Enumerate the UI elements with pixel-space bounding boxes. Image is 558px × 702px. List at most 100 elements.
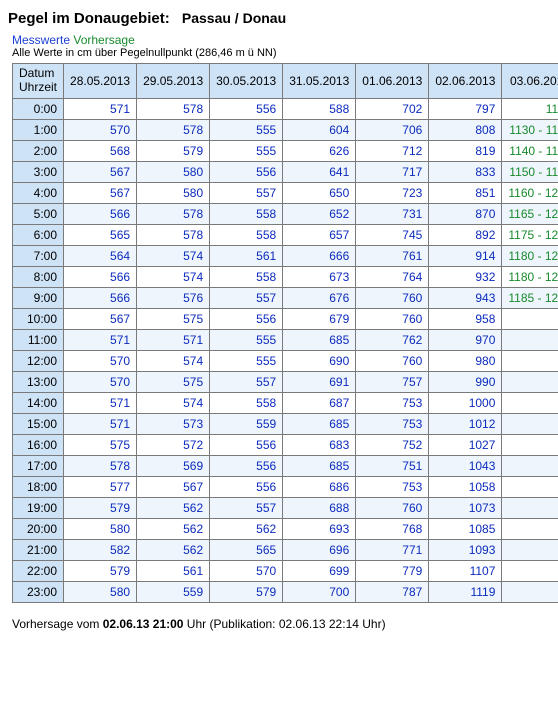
value-cell: 567 — [137, 476, 210, 497]
table-row: 8:005665745586737649321180 - 1230 — [13, 266, 558, 287]
corner-header: DatumUhrzeit — [13, 64, 64, 99]
table-row: 11:00571571555685762970 — [13, 329, 558, 350]
corner-l2: Uhrzeit — [19, 80, 57, 94]
value-cell: 690 — [283, 350, 356, 371]
time-cell: 16:00 — [13, 434, 64, 455]
value-cell: 579 — [137, 140, 210, 161]
value-cell: 578 — [64, 455, 137, 476]
value-cell: 970 — [429, 329, 502, 350]
value-cell: 577 — [64, 476, 137, 497]
value-cell: 760 — [356, 350, 429, 371]
view-links: Messwerte Vorhersage — [12, 33, 550, 47]
value-cell: 685 — [283, 413, 356, 434]
value-cell: 757 — [356, 371, 429, 392]
value-cell — [502, 497, 558, 518]
table-row: 1:005705785556047068081130 - 1160 — [13, 119, 558, 140]
time-cell: 21:00 — [13, 539, 64, 560]
value-cell: 578 — [137, 224, 210, 245]
value-cell — [502, 455, 558, 476]
value-cell: 683 — [283, 434, 356, 455]
value-cell: 761 — [356, 245, 429, 266]
value-cell: 562 — [137, 518, 210, 539]
value-cell: 696 — [283, 539, 356, 560]
table-row: 5:005665785586527318701165 - 1210 — [13, 203, 558, 224]
time-cell: 14:00 — [13, 392, 64, 413]
value-cell: 1000 — [429, 392, 502, 413]
value-cell: 1058 — [429, 476, 502, 497]
value-cell: 570 — [64, 119, 137, 140]
col-header: 29.05.2013 — [137, 64, 210, 99]
value-cell: 626 — [283, 140, 356, 161]
value-cell: 571 — [64, 329, 137, 350]
value-cell: 1085 — [429, 518, 502, 539]
value-cell — [502, 560, 558, 581]
table-row: 2:005685795556267128191140 - 1170 — [13, 140, 558, 161]
value-cell: 1130 - 1160 — [502, 119, 558, 140]
value-cell: 753 — [356, 476, 429, 497]
table-row: 21:005825625656967711093 — [13, 539, 558, 560]
table-row: 0:005715785565887027971130 — [13, 98, 558, 119]
value-cell: 574 — [137, 350, 210, 371]
value-cell: 558 — [210, 392, 283, 413]
table-row: 13:00570575557691757990 — [13, 371, 558, 392]
value-cell: 787 — [356, 581, 429, 602]
value-cell: 580 — [64, 518, 137, 539]
value-cell: 676 — [283, 287, 356, 308]
value-cell: 702 — [356, 98, 429, 119]
value-cell: 768 — [356, 518, 429, 539]
footer-suffix: Uhr (Publikation: 02.06.13 22:14 Uhr) — [183, 617, 385, 631]
value-cell: 555 — [210, 119, 283, 140]
table-row: 12:00570574555690760980 — [13, 350, 558, 371]
value-cell: 990 — [429, 371, 502, 392]
value-cell: 556 — [210, 161, 283, 182]
title-prefix: Pegel im Donaugebiet: — [8, 10, 170, 27]
table-row: 3:005675805566417178331150 - 1185 — [13, 161, 558, 182]
table-row: 17:005785695566857511043 — [13, 455, 558, 476]
value-cell: 557 — [210, 371, 283, 392]
table-row: 16:005755725566837521027 — [13, 434, 558, 455]
value-cell — [502, 329, 558, 350]
value-cell: 686 — [283, 476, 356, 497]
value-cell — [502, 539, 558, 560]
value-cell: 567 — [64, 308, 137, 329]
value-cell — [502, 350, 558, 371]
value-cell: 567 — [64, 182, 137, 203]
title-location: Passau / Donau — [182, 10, 286, 26]
value-cell: 958 — [429, 308, 502, 329]
value-cell: 574 — [137, 245, 210, 266]
value-cell: 641 — [283, 161, 356, 182]
forecast-footer: Vorhersage vom 02.06.13 21:00 Uhr (Publi… — [12, 617, 550, 631]
value-cell: 1165 - 1210 — [502, 203, 558, 224]
time-cell: 22:00 — [13, 560, 64, 581]
time-cell: 3:00 — [13, 161, 64, 182]
time-cell: 19:00 — [13, 497, 64, 518]
time-cell: 10:00 — [13, 308, 64, 329]
link-messwerte[interactable]: Messwerte — [12, 33, 70, 47]
value-cell: 685 — [283, 329, 356, 350]
value-cell: 851 — [429, 182, 502, 203]
value-cell: 555 — [210, 140, 283, 161]
value-cell: 561 — [137, 560, 210, 581]
value-cell: 579 — [64, 560, 137, 581]
value-cell: 1073 — [429, 497, 502, 518]
time-cell: 9:00 — [13, 287, 64, 308]
table-row: 18:005775675566867531058 — [13, 476, 558, 497]
page-title: Pegel im Donaugebiet: Passau / Donau — [8, 10, 550, 27]
value-cell: 723 — [356, 182, 429, 203]
value-cell: 580 — [137, 182, 210, 203]
value-cell: 558 — [210, 203, 283, 224]
link-vorhersage[interactable]: Vorhersage — [73, 33, 134, 47]
value-cell: 808 — [429, 119, 502, 140]
table-row: 22:005795615706997791107 — [13, 560, 558, 581]
value-cell: 892 — [429, 224, 502, 245]
value-cell — [502, 581, 558, 602]
value-cell: 1180 - 1225 — [502, 245, 558, 266]
value-cell: 673 — [283, 266, 356, 287]
value-cell — [502, 434, 558, 455]
value-cell: 555 — [210, 350, 283, 371]
value-cell: 576 — [137, 287, 210, 308]
value-cell: 1093 — [429, 539, 502, 560]
value-cell: 566 — [64, 203, 137, 224]
value-cell: 565 — [210, 539, 283, 560]
value-cell: 1119 — [429, 581, 502, 602]
